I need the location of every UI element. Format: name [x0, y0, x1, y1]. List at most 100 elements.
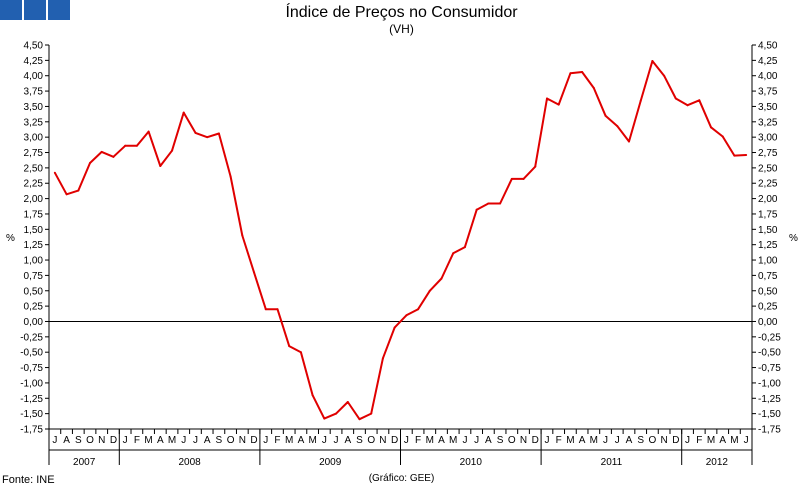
data-point — [592, 87, 595, 90]
chart-axes — [48, 45, 753, 465]
data-point — [346, 400, 349, 403]
data-point — [417, 308, 420, 311]
x-tick-label-year: 2008 — [178, 457, 201, 468]
data-point — [499, 202, 502, 205]
y-tick-label-left: 1,25 — [24, 240, 44, 251]
data-point — [77, 189, 80, 192]
x-tick-label-year: 2010 — [460, 457, 483, 468]
data-point — [616, 125, 619, 128]
data-point — [194, 131, 197, 134]
x-tick-label-month: N — [379, 435, 386, 446]
y-tick-label-left: 0,00 — [24, 317, 44, 328]
y-tick-label-right: 3,25 — [758, 117, 778, 128]
x-tick-label-month: J — [615, 435, 620, 446]
x-tick-label-month: F — [134, 435, 140, 446]
data-point — [100, 150, 103, 153]
y-tick-label-right: -1,25 — [758, 394, 781, 405]
data-point — [569, 72, 572, 75]
y-tick-label-left: 3,25 — [24, 117, 44, 128]
y-tick-label-right: 3,75 — [758, 87, 778, 98]
data-point — [545, 97, 548, 100]
x-tick-label-month: O — [649, 435, 657, 446]
x-tick-label-month: O — [367, 435, 375, 446]
x-tick-label-month: O — [508, 435, 516, 446]
y-tick-label-left: 0,75 — [24, 271, 44, 282]
data-point — [264, 308, 267, 311]
y-tick-label-left: 1,75 — [24, 209, 44, 220]
data-point — [381, 357, 384, 360]
y-tick-label-right: 2,25 — [758, 179, 778, 190]
y-tick-label-left: 1,00 — [24, 256, 44, 267]
y-tick-label-left: -1,00 — [20, 378, 43, 389]
x-tick-label-year: 2012 — [706, 457, 729, 468]
data-point — [89, 161, 92, 164]
y-tick-label-right: 0,50 — [758, 286, 778, 297]
y-tick-label-right: 1,75 — [758, 209, 778, 220]
y-tick-label-right: 1,50 — [758, 225, 778, 236]
x-tick-label-month: J — [322, 435, 327, 446]
x-tick-label-month: M — [566, 435, 574, 446]
y-tick-label-right: 3,50 — [758, 102, 778, 113]
x-tick-label-month: J — [52, 435, 57, 446]
data-point — [604, 114, 607, 117]
y-tick-label-left: 2,75 — [24, 148, 44, 159]
y-tick-label-left: -1,25 — [20, 394, 43, 405]
x-tick-label-month: J — [263, 435, 268, 446]
y-tick-label-left: 4,50 — [24, 41, 44, 52]
x-tick-label-month: M — [308, 435, 316, 446]
data-point — [534, 165, 537, 168]
data-point — [651, 59, 654, 62]
y-tick-label-left: 3,75 — [24, 87, 44, 98]
data-point — [159, 165, 162, 168]
y-tick-label-right: 0,00 — [758, 317, 778, 328]
data-point — [358, 418, 361, 421]
x-tick-label-month: O — [227, 435, 235, 446]
x-tick-label-year: 2007 — [73, 457, 96, 468]
x-tick-label-month: M — [730, 435, 738, 446]
data-point — [522, 177, 525, 180]
x-tick-label-month: A — [344, 435, 351, 446]
data-point — [405, 314, 408, 317]
data-point — [323, 417, 326, 420]
x-tick-label-year: 2009 — [319, 457, 342, 468]
x-tick-label-month: O — [86, 435, 94, 446]
y-tick-label-left: -0,75 — [20, 363, 43, 374]
x-tick-label-month: M — [590, 435, 598, 446]
x-tick-label-month: S — [216, 435, 223, 446]
x-tick-label-month: J — [474, 435, 479, 446]
y-tick-label-left: -1,75 — [20, 425, 43, 436]
data-point — [147, 130, 150, 133]
y-tick-label-left: 4,25 — [24, 56, 44, 67]
y-tick-label-right: 0,25 — [758, 302, 778, 313]
x-tick-label-month: A — [204, 435, 211, 446]
x-tick-label-month: D — [672, 435, 679, 446]
x-tick-label-month: S — [637, 435, 644, 446]
x-tick-label-month: J — [193, 435, 198, 446]
x-tick-label-month: M — [285, 435, 293, 446]
data-point — [53, 171, 56, 174]
grid-logo-icon — [0, 0, 72, 20]
y-tick-label-left: 3,00 — [24, 133, 44, 144]
x-tick-label-year: 2011 — [601, 457, 623, 468]
x-tick-label-month: D — [532, 435, 539, 446]
data-point — [510, 177, 513, 180]
x-tick-label-month: D — [250, 435, 257, 446]
source-note: Fonte: INE — [2, 474, 55, 486]
x-tick-label-month: J — [544, 435, 549, 446]
data-point — [241, 234, 244, 237]
y-tick-label-left: 2,00 — [24, 194, 44, 205]
y-axis-left-ticks: 4,50 4,25 4,00 3,75 3,50 3,25 3,00 2,75 2,50 2,25… — [20, 41, 49, 436]
y-tick-label-left: 3,50 — [24, 102, 44, 113]
y-tick-label-right: -1,50 — [758, 409, 781, 420]
logo-block — [0, 0, 22, 20]
data-point — [440, 277, 443, 280]
series-line — [54, 60, 747, 421]
y-tick-label-right: -0,25 — [758, 332, 781, 343]
data-point — [709, 126, 712, 129]
data-point — [627, 140, 630, 143]
data-point — [370, 412, 373, 415]
y-tick-label-left: -0,50 — [20, 348, 43, 359]
y-tick-label-right: 1,00 — [758, 256, 778, 267]
